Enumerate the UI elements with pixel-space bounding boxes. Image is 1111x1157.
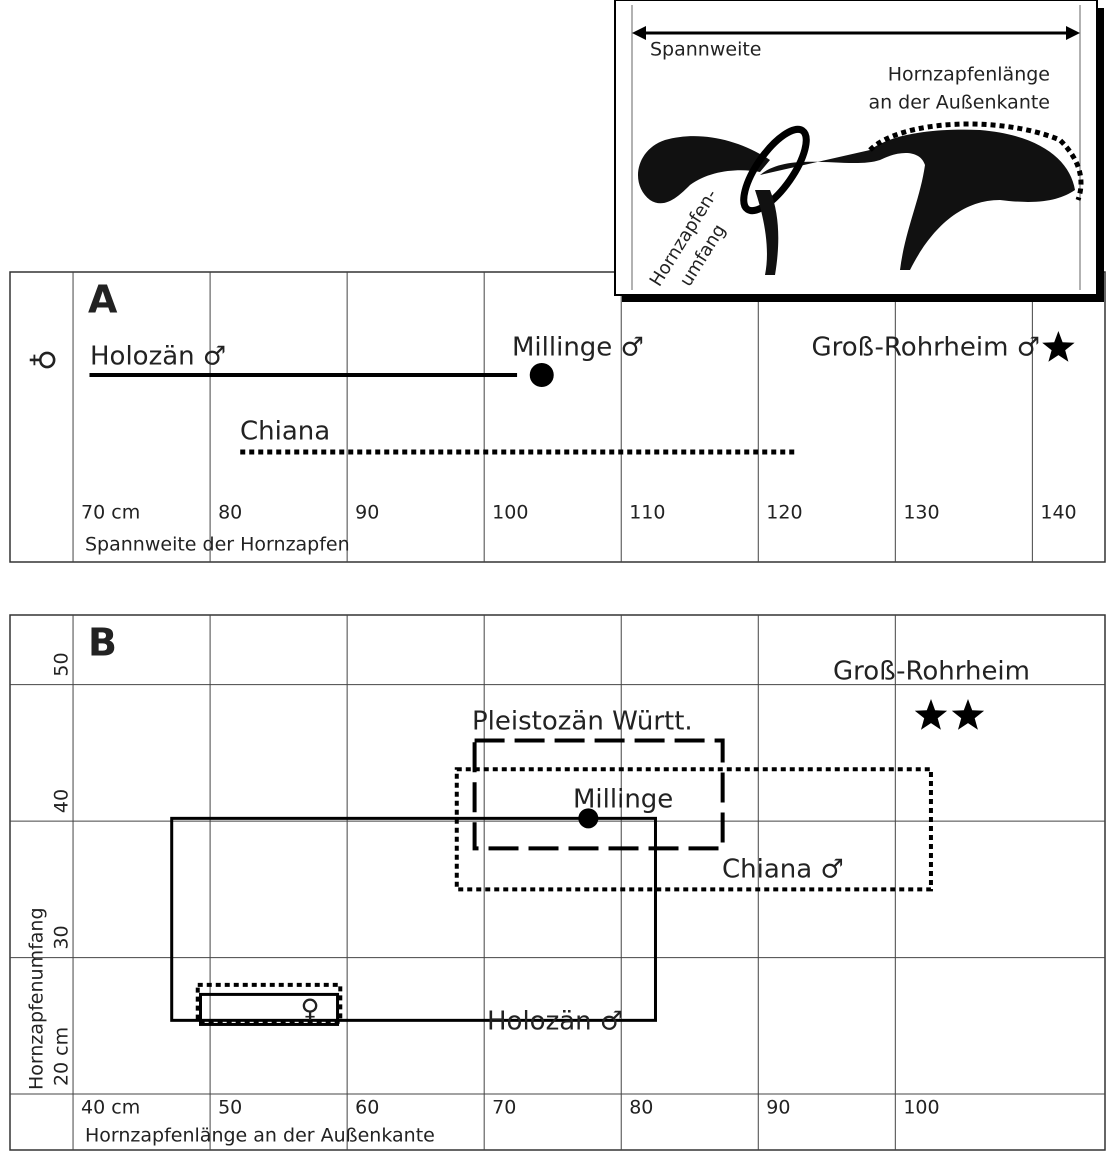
series-label: Chiana: [240, 417, 330, 447]
x-tick-label: 90: [766, 1097, 790, 1119]
series-label: Groß-Rohrheim: [833, 657, 1030, 687]
x-tick-label: 140: [1040, 502, 1076, 524]
series-label: Millinge: [573, 785, 673, 815]
x-tick-label: 130: [903, 502, 939, 524]
x-tick-label: 120: [766, 502, 802, 524]
panel-letter: A: [88, 278, 118, 322]
inset-label: Hornzapfenlänge: [888, 64, 1050, 86]
x-tick-label: 40 cm: [81, 1097, 140, 1119]
inset-diagram: Spannweite Hornzapfenlänge an der Außenk…: [615, 0, 1104, 302]
inset-label: an der Außenkante: [868, 92, 1050, 114]
x-tick-label: 110: [629, 502, 665, 524]
range-box: [457, 769, 931, 889]
y-tick-label: 50: [51, 652, 73, 676]
x-tick-label: 80: [629, 1097, 653, 1119]
star: [915, 699, 947, 730]
x-tick-label: 70: [492, 1097, 516, 1119]
x-tick-label: 60: [355, 1097, 379, 1119]
x-axis-label: Spannweite der Hornzapfen: [85, 534, 350, 556]
x-tick-label: 50: [218, 1097, 242, 1119]
series-label: Pleistozän Württ.: [472, 707, 693, 737]
star: [1042, 331, 1074, 362]
y-axis-label: Hornzapfenumfang: [26, 907, 48, 1090]
x-tick-label: 100: [492, 502, 528, 524]
y-axis-label: ♀: [26, 349, 61, 371]
panel-letter: B: [88, 621, 117, 665]
point: [530, 363, 554, 387]
x-axis-label: Hornzapfenlänge an der Außenkante: [85, 1125, 435, 1147]
panel-a-frame: [10, 272, 1105, 562]
y-tick-label: 30: [51, 925, 73, 949]
series-label: Chiana ♂: [722, 855, 844, 885]
x-tick-label: 80: [218, 502, 242, 524]
series-label: Millinge ♂: [512, 333, 644, 363]
figure: 70 cm 80 90 100 110 120 130 140 Spannweite der H…: [0, 0, 1111, 1157]
x-tick-label: 100: [903, 1097, 939, 1119]
series-label: Groß-Rohrheim ♂: [811, 333, 1040, 363]
star: [952, 699, 984, 730]
inset-label: Spannweite: [650, 39, 762, 61]
x-tick-label: 90: [355, 502, 379, 524]
x-tick-label: 70 cm: [81, 502, 140, 524]
series-label: Holozän ♂: [487, 1007, 623, 1037]
y-tick-label: 20 cm: [51, 1027, 73, 1086]
panel-b-frame: [10, 615, 1105, 1150]
series-label: Holozän ♂: [90, 342, 226, 372]
y-tick-label: 40: [51, 789, 73, 813]
